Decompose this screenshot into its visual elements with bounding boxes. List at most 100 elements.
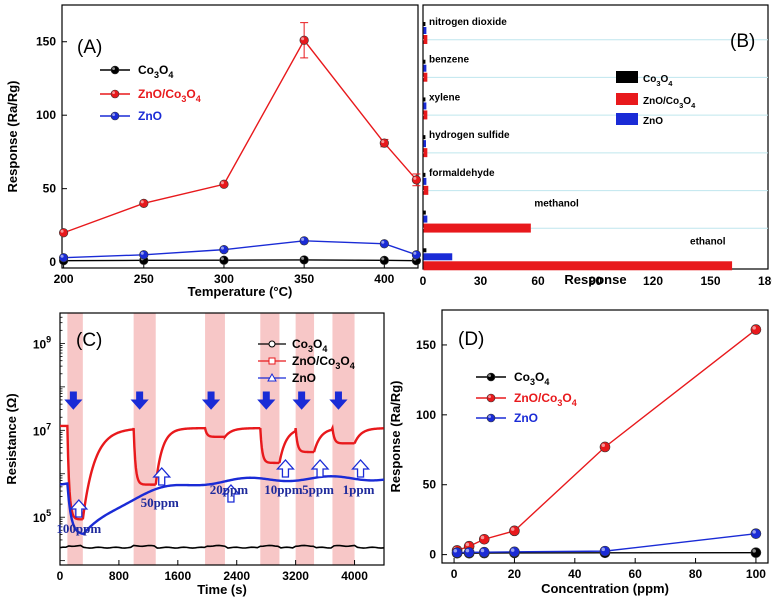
tick-mantissa: 10 (33, 511, 47, 525)
panel-c-gas-out-arrow (310, 459, 330, 478)
panel-d-point-zno-highlight (480, 548, 485, 553)
formula-part: Co (514, 370, 530, 384)
panel-b-category-label: nitrogen dioxide (429, 17, 507, 28)
panel-d-y-axis-title: Response (Ra/Rg) (388, 381, 403, 493)
panel-a-legend-co3o4-marker (110, 65, 120, 75)
panel-c-gas-out-arrow (351, 459, 370, 478)
panel-d-point-zno_co3o4 (509, 525, 520, 537)
formula-part: ZnO/Co (514, 391, 557, 405)
panel-a-point-zno (59, 253, 69, 263)
panel-c-legend-label-zno: ZnO (292, 371, 316, 385)
panel-a-frame (61, 4, 419, 269)
panel-c-gas-band (295, 313, 315, 565)
formula-part: Co (643, 74, 656, 85)
panel-a-point-co3o4 (379, 255, 389, 265)
panel-a-x-tick-label: 200 (54, 272, 74, 286)
panel-d-legend-co3o4-marker (486, 372, 496, 382)
panel-d-point-zno_co3o4 (750, 324, 762, 335)
panel-d-point-zno (509, 546, 520, 558)
panel-a-point-zno-highlight (60, 254, 64, 258)
panel-a-x-axis-title: Temperature (°C) (188, 284, 293, 299)
panel-b-legend-label-zno_co3o4: ZnO/Co3O4 (643, 96, 696, 110)
panel-c-legend-marker-co3o4 (268, 340, 276, 348)
panel-a-legend-zno-marker (110, 111, 120, 121)
panel-d-point-co3o4 (750, 547, 762, 558)
panel-c-gas-band (205, 313, 225, 565)
formula-part: O (340, 354, 349, 368)
panel-b-bar-zno (423, 215, 428, 223)
panel-c-x-tick-label: 0 (57, 569, 64, 583)
panel-d-x-tick-label: 100 (746, 567, 766, 581)
formula-part: O (159, 63, 168, 77)
formula-part: O (535, 370, 544, 384)
panel-b-bar-co3o4 (423, 97, 426, 102)
panel-c-gas-band (260, 313, 280, 565)
panel-b-x-axis-title: Response (564, 272, 626, 287)
panel-d-point-zno (599, 545, 611, 557)
panel-a-point-zno (299, 236, 309, 246)
formula-part: 3 (557, 398, 562, 408)
panel-b-bar-co3o4 (423, 22, 426, 26)
panel-d-x-tick-label: 0 (451, 567, 458, 581)
tick-mantissa: 10 (33, 337, 47, 351)
panel-d-point-zno (478, 546, 490, 558)
panel-c-gas-in-arrow (329, 391, 348, 410)
formula-part: Co (138, 63, 154, 77)
panel-b-bar-zno (423, 27, 427, 34)
panel-c-series-co3o4 (59, 544, 385, 549)
formula-part: 4 (350, 361, 355, 371)
formula-part: 4 (168, 70, 173, 80)
formula-part: O (562, 391, 571, 405)
panel-c-concentration-label: 50ppm (141, 495, 179, 510)
panel-b-legend-label-zno: ZnO (643, 116, 663, 127)
panel-b-x-tick-label: 0 (420, 274, 427, 288)
panel-d-x-axis-title: Concentration (ppm) (541, 581, 669, 596)
panel-b-bar-zno_co3o4 (423, 72, 428, 82)
formula-part: Co (292, 337, 308, 351)
formula-part: 4 (196, 94, 201, 104)
panel-c-concentration-label: 20ppm (210, 482, 248, 497)
panel-c-gas-out-arrow (221, 484, 241, 503)
panel-d-point-zno_co3o4-highlight (510, 527, 515, 531)
panel-a-legend-zno_co3o4-marker (110, 89, 120, 99)
formula-part: ZnO (643, 116, 663, 127)
formula-part: 3 (679, 101, 683, 110)
panel-a-y-tick-label: 0 (49, 255, 56, 269)
panel-a-point-zno_co3o4-highlight (60, 229, 64, 233)
panel-b-x-tick-label: 180 (758, 274, 772, 288)
panel-a-series-line-co3o4 (63, 259, 417, 262)
formula-part: 4 (322, 344, 327, 354)
panel-a-point-zno (411, 250, 421, 260)
panel-a-series-line-zno_co3o4 (63, 38, 417, 234)
panel-a-point-zno-highlight (140, 251, 144, 255)
panel-a-y-tick-label: 100 (36, 108, 56, 122)
panel-d-point-zno (451, 547, 463, 558)
panel-d-point-zno-highlight (752, 530, 756, 534)
panel-a-x-tick-label: 350 (294, 272, 314, 286)
panel-c-gas-in-arrow (292, 391, 311, 410)
panel-a-point-co3o4-highlight (381, 257, 385, 261)
panel-c-gas-in-arrow (257, 391, 276, 410)
panel-d-legend-zno_co3o4-label: ZnO/Co3O4 (514, 391, 577, 408)
panel-a-point-zno_co3o4 (59, 228, 69, 238)
panel-a-point-co3o4 (299, 255, 309, 265)
panel-c-y-axis-title: Resistance (Ω) (4, 393, 19, 484)
panel-c-label: (C) (76, 330, 102, 351)
panel-b-category-label: xylene (429, 92, 461, 103)
panel-a-y-tick-label: 50 (43, 182, 57, 196)
panel-d-point-zno (463, 547, 475, 558)
panel-b-bar-zno (423, 140, 426, 148)
panel-b-category-label: ethanol (690, 236, 726, 247)
panel-a-point-zno_co3o4-highlight (301, 37, 305, 41)
panel-a-legend-zno_co3o4-marker-highlight (112, 91, 115, 94)
panel-b-category-label: hydrogen sulfide (429, 130, 510, 141)
panel-c-gas-in-arrow (64, 391, 83, 410)
panel-d-point-zno_co3o4 (478, 533, 490, 545)
panel-d-point-zno_co3o4-highlight (480, 535, 485, 540)
panel-b-bar-zno_co3o4 (423, 261, 733, 271)
panel-a-point-zno (139, 250, 149, 260)
panel-d-label: (D) (458, 329, 484, 350)
panel-c-concentration-label: 100ppm (56, 521, 101, 536)
panel-d-point-zno (750, 528, 762, 539)
panel-a-point-zno_co3o4-highlight (220, 181, 224, 185)
